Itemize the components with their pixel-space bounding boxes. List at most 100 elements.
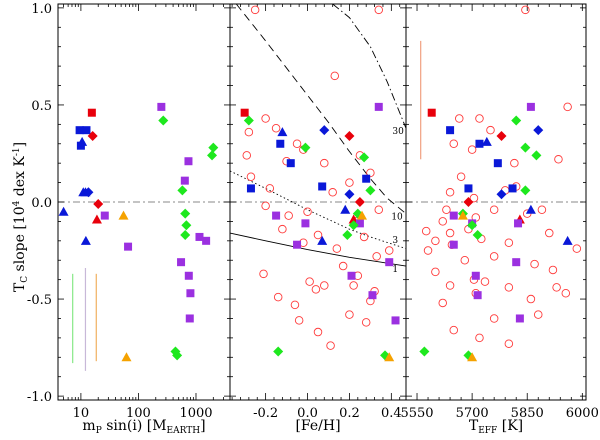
data-point (391, 316, 400, 325)
data-point (511, 115, 522, 126)
data-point (554, 155, 563, 164)
data-point (449, 240, 458, 249)
data-point (181, 220, 192, 231)
data-point (344, 131, 355, 141)
data-point (273, 346, 284, 357)
data-point (100, 211, 109, 220)
data-point (563, 102, 572, 112)
data-point (562, 235, 573, 245)
data-point (467, 220, 478, 231)
data-point (294, 316, 304, 325)
x-tick-label: 6000 (566, 406, 599, 421)
data-point (552, 283, 561, 292)
data-point (512, 258, 521, 267)
series-red-diamonds (87, 131, 104, 209)
data-point (243, 115, 254, 126)
data-point (384, 352, 395, 362)
data-point (185, 314, 194, 323)
data-point (359, 232, 369, 242)
data-point (427, 108, 436, 117)
data-point (473, 291, 482, 300)
data-point (177, 185, 188, 196)
data-point (157, 102, 166, 111)
data-point (455, 114, 464, 123)
data-point (467, 352, 478, 362)
x-tick-label: 1000 (179, 406, 212, 421)
data-point (464, 184, 473, 193)
data-point (317, 235, 328, 245)
series-blue-diamonds (319, 125, 355, 200)
series-blue-triangles (481, 136, 573, 245)
data-point (533, 310, 543, 319)
data-point (445, 228, 455, 238)
data-point (319, 125, 330, 136)
data-point (463, 197, 474, 207)
data-point (121, 352, 132, 362)
data-point (276, 139, 285, 148)
data-point (533, 125, 544, 136)
data-point (301, 219, 310, 228)
data-point (480, 277, 490, 286)
data-point (338, 261, 348, 271)
series-green-diamonds (243, 115, 391, 361)
data-point (374, 5, 384, 15)
y-tick-labels: 1.0 0.5 0.0 -0.5 -1.0 (27, 2, 52, 405)
data-point (526, 294, 536, 304)
data-point (320, 158, 329, 168)
data-point (305, 277, 314, 286)
data-point (431, 236, 440, 246)
y-tick-label: 0.5 (31, 99, 52, 114)
data-point (525, 204, 536, 214)
x-tick-label: 0.0 (297, 406, 318, 421)
series-blue-squares (246, 139, 371, 193)
panel-2: -0.2 0.0 0.2 0.4 1 3 10 30 (229, 3, 407, 421)
series-red-squares (427, 108, 436, 117)
data-point (87, 131, 98, 141)
data-point (177, 258, 186, 267)
data-point (320, 281, 329, 290)
x-tick-label: 0.4 (381, 406, 402, 421)
x-axis-label-mass: mP sin(i) [MEARTH] (82, 418, 205, 435)
data-point (80, 235, 91, 245)
data-point (561, 288, 571, 298)
data-point (180, 230, 191, 240)
data-point (520, 142, 531, 153)
data-point (207, 150, 218, 161)
x-axis-label-feh: [Fe/H] (295, 418, 340, 434)
series-green-diamonds (158, 115, 219, 361)
data-point (83, 187, 94, 198)
data-point (449, 325, 459, 335)
model-curve-1 (229, 232, 407, 267)
x-tick-label: 5700 (456, 406, 489, 421)
data-point (504, 283, 514, 292)
series-blue-diamonds (496, 125, 544, 200)
data-point (311, 285, 321, 294)
data-point (318, 182, 327, 191)
data-point (526, 102, 535, 111)
x-tick-label: -0.2 (253, 406, 278, 421)
data-point (481, 136, 492, 146)
data-point (246, 184, 255, 193)
data-point (508, 184, 517, 193)
data-point (332, 244, 342, 253)
data-point (496, 131, 507, 141)
data-point (93, 198, 104, 209)
data-point (272, 211, 281, 220)
data-point (457, 210, 468, 220)
data-point (489, 205, 499, 215)
y-tick-label: 1.0 (31, 2, 52, 17)
data-point (384, 246, 394, 255)
data-point (357, 210, 367, 220)
data-point (340, 204, 351, 214)
data-point (362, 174, 371, 183)
series-red-diamonds (344, 131, 365, 207)
data-point (180, 176, 189, 185)
data-point (326, 341, 335, 350)
data-point (472, 230, 483, 240)
model-curve-10 (235, 3, 407, 214)
curve-label: 3 (392, 236, 398, 246)
series-blue-diamonds (83, 187, 94, 198)
data-point (345, 178, 354, 187)
data-point (284, 211, 293, 220)
